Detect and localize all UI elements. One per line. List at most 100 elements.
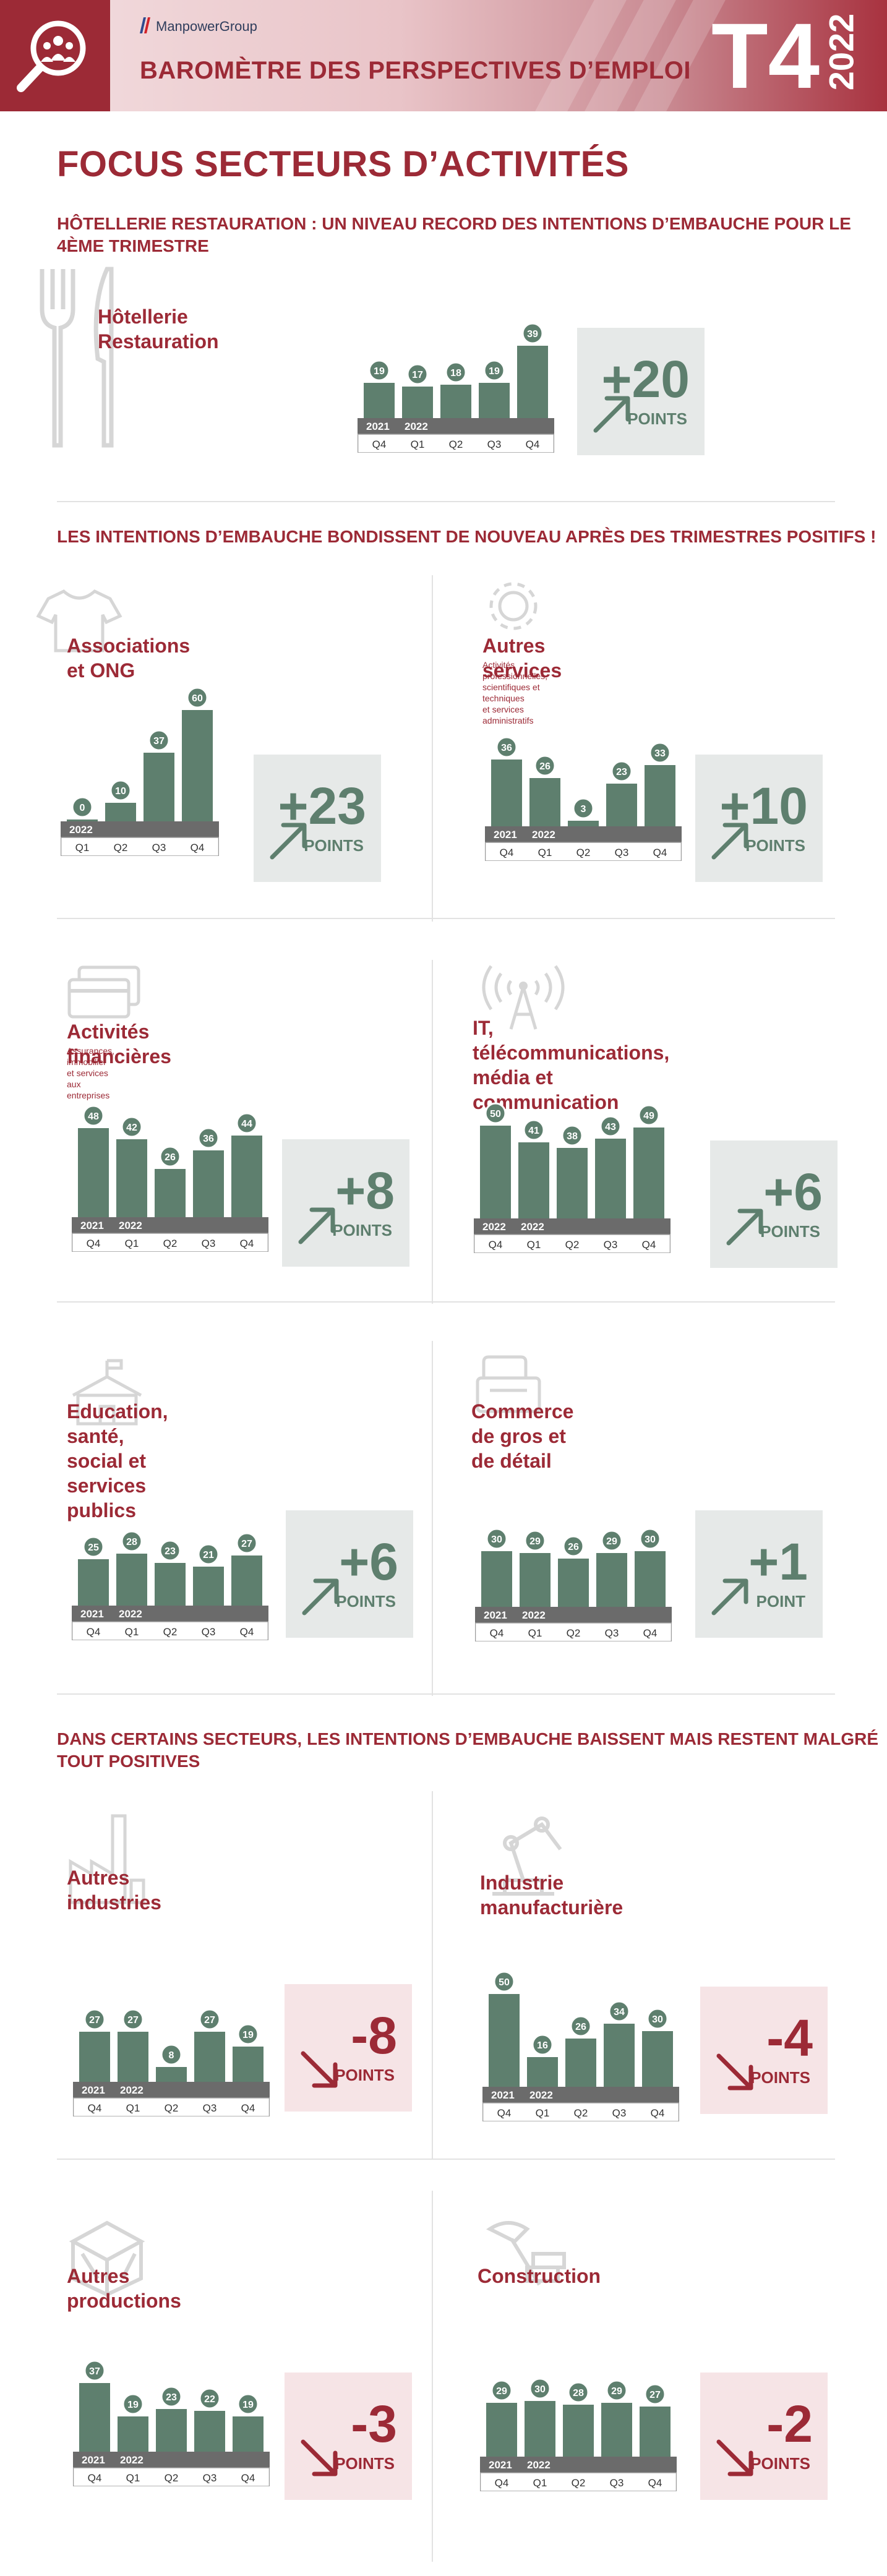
year-label: 2022 — [119, 1220, 142, 1231]
data-label: 50 — [499, 1977, 510, 1988]
bar — [565, 2039, 596, 2087]
bar — [182, 710, 213, 821]
quarter-row — [482, 2102, 680, 2122]
section-title-growth: LES INTENTIONS D’EMBAUCHE BONDISSENT DE … — [57, 527, 876, 546]
value-bubble — [561, 1124, 583, 1147]
delta-card: +1 POINT — [695, 1510, 823, 1638]
data-label: 30 — [534, 2384, 546, 2395]
sector-chart: 50 Q4 16 Q1 26 Q2 34 Q3 30 Q4 2021 2022 — [482, 1951, 680, 2125]
delta-value: -8 — [351, 2006, 397, 2065]
tick-label: Q4 — [500, 847, 514, 858]
year-label: 2022 — [405, 421, 428, 432]
year-band — [72, 1606, 268, 1622]
column-divider — [432, 1791, 433, 2160]
delta-unit: POINTS — [745, 836, 805, 855]
value-bubble — [121, 1530, 143, 1552]
year-label: 2022 — [532, 829, 555, 841]
trend-arrow — [724, 1205, 767, 1248]
gear-icon — [482, 575, 544, 640]
bar — [78, 1128, 109, 1217]
value-bubble — [599, 1115, 622, 1137]
trend-arrow — [714, 2051, 757, 2094]
data-label: 37 — [153, 736, 165, 747]
tshirt-icon — [36, 586, 122, 657]
section-title-hotellerie: HÔTELLERIE RESTAURATION : UN NIVEAU RECO… — [57, 214, 851, 255]
bar-chart: 25 Q4 28 Q1 23 Q2 21 Q3 27 Q4 2021 2022 — [71, 1530, 269, 1641]
bar-chart: 50 Q4 16 Q1 26 Q2 34 Q3 30 Q4 2021 2022 — [482, 1971, 680, 2122]
delta-value: +8 — [335, 1162, 395, 1220]
bar-chart: 36 Q4 26 Q1 3 Q2 23 Q3 33 Q4 2021 2022 — [484, 736, 682, 862]
value-bubble — [649, 742, 671, 764]
arrow-up-right-icon — [711, 823, 748, 860]
data-label: 29 — [606, 1536, 617, 1547]
barometer-logo — [0, 0, 110, 111]
trend-arrow — [296, 1204, 339, 1247]
bar — [193, 1567, 224, 1606]
delta-value: -2 — [766, 2395, 813, 2453]
delta-unit: POINTS — [335, 2454, 395, 2473]
tick-label: Q2 — [163, 1238, 178, 1249]
sector-chart: 36 Q4 26 Q1 3 Q2 23 Q3 33 Q4 2021 2022 — [484, 690, 682, 864]
tick-label: Q2 — [165, 2472, 179, 2484]
tick-label: Q4 — [642, 1239, 656, 1251]
data-label: 17 — [412, 370, 423, 380]
value-bubble — [148, 729, 170, 751]
sector-subtitle: Activités professionnelles, scientifique… — [482, 660, 548, 725]
delta-card: -3 POINTS — [285, 2373, 412, 2500]
tick-label: Q2 — [574, 2107, 588, 2119]
cutlery-icon — [36, 266, 129, 455]
quarter-row — [479, 2472, 677, 2492]
data-label: 23 — [616, 767, 627, 777]
bar — [105, 803, 136, 821]
bar — [79, 2032, 110, 2082]
school-icon — [67, 1358, 147, 1429]
value-bubble — [567, 2381, 589, 2403]
data-label: 36 — [203, 1134, 214, 1144]
year-label: 2021 — [494, 829, 517, 841]
tick-label: Q1 — [126, 2102, 140, 2114]
value-bubble — [521, 322, 544, 344]
value-bubble — [84, 2008, 106, 2030]
manpower-logo-mark — [140, 17, 150, 33]
data-label: 27 — [127, 2015, 139, 2026]
year-band — [358, 418, 554, 434]
bar — [633, 1128, 664, 1218]
header-banner: ManpowerGroup BAROMÈTRE DES PERSPECTIVES… — [0, 0, 887, 111]
bar — [364, 383, 395, 418]
bar — [156, 2409, 187, 2452]
value-bubble — [531, 2034, 554, 2056]
bar — [518, 1142, 549, 1218]
delta-card: +23 POINTS — [254, 755, 381, 882]
data-label: 19 — [242, 2030, 254, 2040]
year-label: 2021 — [484, 1609, 507, 1621]
sector-title: Associations et ONG — [67, 635, 191, 682]
bar — [118, 2416, 148, 2452]
credit-card-icon — [67, 965, 141, 1024]
data-label: 23 — [165, 1546, 176, 1557]
tick-label: Q1 — [75, 842, 90, 854]
sector-title: Industrie manufacturière — [480, 1872, 623, 1919]
tick-label: Q3 — [610, 2477, 624, 2489]
value-bubble — [237, 2023, 259, 2045]
tick-label: Q2 — [572, 2477, 586, 2489]
bar — [479, 383, 510, 418]
tick-label: Q4 — [241, 2102, 255, 2114]
year-band — [73, 2452, 270, 2468]
delta-card: -8 POINTS — [285, 1984, 412, 2112]
tick-label: Q3 — [202, 1238, 216, 1249]
delta-unit: POINTS — [760, 1222, 820, 1241]
quarter-row — [72, 2097, 270, 2117]
data-label: 33 — [654, 748, 666, 759]
bar — [596, 1553, 627, 1607]
value-bubble — [523, 1119, 545, 1141]
sector-title: Education, santé, social et services pub… — [67, 1400, 168, 1521]
value-bubble — [84, 2360, 106, 2382]
year-label: 2022 — [527, 2459, 551, 2471]
data-label: 0 — [80, 803, 85, 813]
tick-label: Q4 — [240, 1626, 254, 1638]
sector-chart: 50 Q4 41 Q1 38 Q2 43 Q3 49 Q4 2022 2022 — [473, 1082, 671, 1256]
tick-label: Q3 — [203, 2102, 217, 2114]
data-label: 50 — [490, 1109, 501, 1119]
bar — [156, 2067, 187, 2082]
quarter-row — [60, 837, 220, 857]
